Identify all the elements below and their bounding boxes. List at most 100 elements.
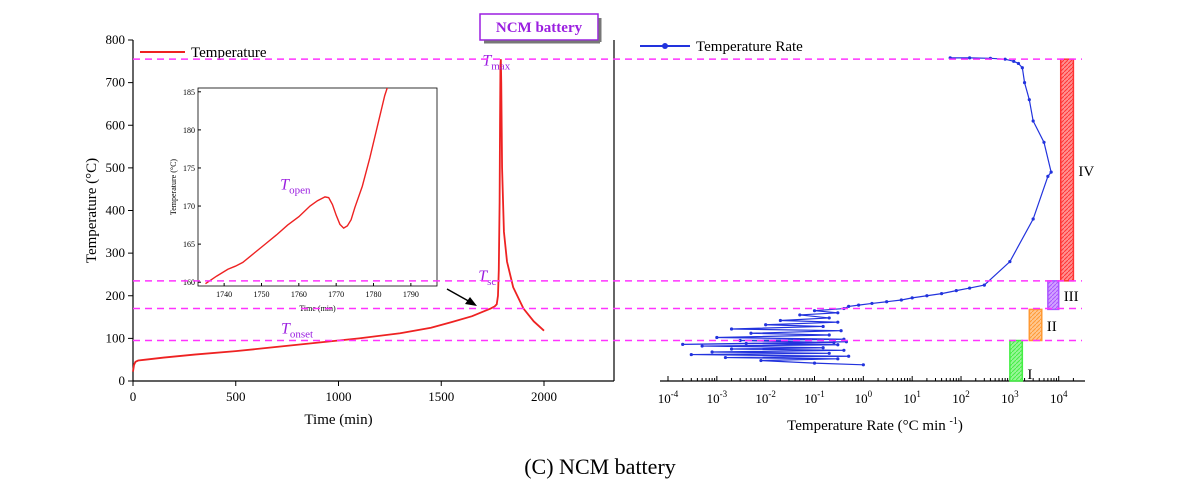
inset-y-tick-label: 180 xyxy=(183,126,195,135)
overlay-markers xyxy=(133,58,1082,342)
rate-series-point xyxy=(847,354,851,358)
rate-series-point xyxy=(939,292,944,296)
inset-annotation-open: Topen xyxy=(280,176,311,196)
stage-label-I: I xyxy=(1027,367,1032,383)
left-annotation-onset: Tonset xyxy=(281,320,313,340)
rate-series-point xyxy=(1027,98,1031,102)
stage-label-IV: IV xyxy=(1078,164,1094,180)
rate-series-point xyxy=(1031,119,1035,123)
rate-series-point xyxy=(827,351,831,355)
inset-series-line xyxy=(205,88,388,285)
left-y-tick-label: 100 xyxy=(106,330,126,345)
rate-series-point xyxy=(778,318,782,323)
rate-series-point xyxy=(812,309,817,313)
rate-series-point xyxy=(689,352,693,357)
inset-temperature-chart: 1740 1750 1760 1770 1780 1790 160 165 170 175 180 1… xyxy=(169,87,438,313)
rate-series-point xyxy=(812,361,817,365)
right-x-tick-label: 10-1 xyxy=(804,389,825,406)
figure-caption: (C) NCM battery xyxy=(524,454,676,479)
rate-series-point xyxy=(764,323,768,327)
inset-y-tick-label: 175 xyxy=(183,164,195,173)
right-x-tick-label: 101 xyxy=(903,389,921,406)
rate-series-point xyxy=(749,331,753,335)
stage-bar-II xyxy=(1028,308,1043,342)
left-y-axis-label: Temperature (°C) xyxy=(84,158,100,263)
rate-series-point xyxy=(681,342,685,346)
left-y-tick-label: 700 xyxy=(106,75,126,90)
rate-series-point xyxy=(723,355,728,360)
rate-series-point xyxy=(1003,57,1007,61)
stage-label-III: III xyxy=(1064,289,1079,305)
inset-x-tick-label: 1750 xyxy=(253,290,269,299)
right-x-tick-label: 100 xyxy=(855,389,873,406)
rate-series-point xyxy=(759,358,763,363)
rate-series-point xyxy=(954,289,958,293)
inset-x-tick-label: 1790 xyxy=(403,290,419,299)
rate-series-point xyxy=(1042,140,1046,144)
title-box: NCM battery xyxy=(479,13,602,44)
tsc-arrow-head xyxy=(465,297,477,306)
rate-series-point xyxy=(870,301,874,306)
inset-frame xyxy=(197,87,438,287)
rate-series-point xyxy=(1008,260,1012,264)
rate-series-point xyxy=(1049,170,1053,174)
rate-series-point xyxy=(710,350,714,354)
inset-x-tick-label: 1770 xyxy=(328,290,344,299)
inset-y-tick-label: 165 xyxy=(183,240,195,249)
rate-series-point xyxy=(899,298,903,302)
rate-series-point xyxy=(910,296,914,300)
rate-series-point xyxy=(925,294,929,298)
left-y-tick-label: 600 xyxy=(106,117,126,132)
rate-series-point xyxy=(715,335,719,340)
right-rate-chart: 10-4 10-3 10-2 10-1 100 101 102 103 104 Temperatu… xyxy=(613,39,1094,434)
left-x-tick-label: 1500 xyxy=(428,389,454,404)
inset-y-tick-label: 185 xyxy=(183,88,195,97)
rate-series-point xyxy=(836,311,840,315)
rate-series-point xyxy=(1022,81,1027,85)
rate-series-point xyxy=(885,300,889,304)
left-y-tick-label: 300 xyxy=(106,245,126,260)
rate-series-point xyxy=(1020,66,1024,70)
rate-series-point xyxy=(836,343,840,347)
rate-series-point xyxy=(842,348,846,352)
right-x-tick-label: 10-2 xyxy=(755,389,776,406)
temperature-series-line xyxy=(132,59,545,372)
right-x-tick-label: 104 xyxy=(1050,389,1068,406)
left-annotation-sc: Tsc xyxy=(478,268,496,288)
rate-series-point xyxy=(836,320,840,324)
left-x-tick-label: 500 xyxy=(226,389,246,404)
rate-series-point xyxy=(1012,59,1016,63)
right-x-tick-label: 103 xyxy=(1001,389,1019,406)
right-x-axis-label: Temperature Rate (°C min -1) xyxy=(787,416,963,434)
rate-series-point xyxy=(738,338,742,343)
rate-series-point xyxy=(744,341,748,346)
left-y-tick-label: 400 xyxy=(106,203,126,218)
rate-series-point xyxy=(1046,174,1050,178)
rate-series-point xyxy=(700,344,704,348)
rate-series-point xyxy=(798,313,802,317)
rate-series-point xyxy=(836,357,840,361)
rate-series-point xyxy=(1031,217,1035,221)
rate-series-point xyxy=(821,346,825,350)
left-annotation-max: Tmax xyxy=(482,53,510,73)
rate-series-point xyxy=(729,327,734,331)
rate-series-point xyxy=(982,283,986,287)
rate-series-point xyxy=(729,347,734,351)
left-x-tick-label: 0 xyxy=(130,389,137,404)
rate-series-point xyxy=(857,303,861,307)
rate-series-point xyxy=(968,286,972,290)
right-legend-label: Temperature Rate xyxy=(696,39,803,55)
inset-x-tick-label: 1740 xyxy=(216,290,232,299)
stage-bar-I xyxy=(1009,339,1024,382)
rate-series-point xyxy=(861,363,865,367)
rate-series-point xyxy=(832,341,836,345)
rate-series-point xyxy=(1016,61,1021,66)
left-x-tick-label: 1000 xyxy=(326,389,352,404)
left-legend-label: Temperature xyxy=(191,45,267,61)
inset-x-tick-label: 1780 xyxy=(366,290,382,299)
right-x-tick-label: 10-4 xyxy=(658,389,679,406)
rate-series-point xyxy=(839,329,843,333)
title-box-text: NCM battery xyxy=(496,20,583,36)
left-x-tick-label: 2000 xyxy=(531,389,557,404)
left-y-tick-label: 500 xyxy=(106,160,126,175)
